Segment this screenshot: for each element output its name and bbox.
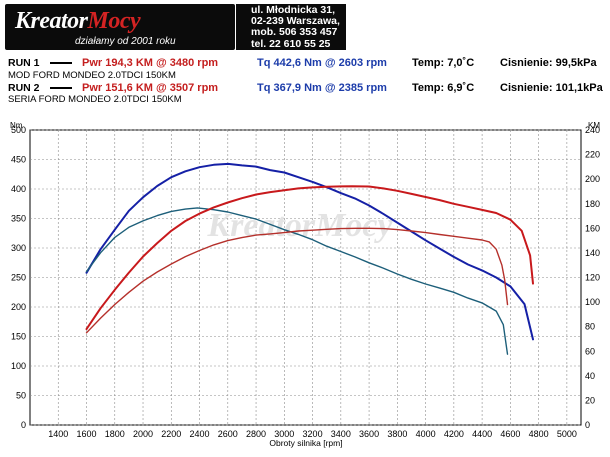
run1-line-sample bbox=[49, 62, 72, 65]
y-tick-label-left: 300 bbox=[11, 243, 26, 253]
x-tick-label: 4200 bbox=[444, 429, 464, 439]
run2-line-sample bbox=[49, 87, 72, 90]
x-tick-label: 3800 bbox=[387, 429, 407, 439]
logo-wordmark: KreatorMocy bbox=[15, 8, 141, 34]
x-tick-label: 2600 bbox=[218, 429, 238, 439]
x-tick-label: 1800 bbox=[105, 429, 125, 439]
y-tick-label-right: 100 bbox=[585, 297, 600, 307]
contact-line: 02-239 Warszawa, bbox=[251, 15, 340, 28]
x-tick-label: 3200 bbox=[303, 429, 323, 439]
chart-series bbox=[85, 162, 534, 355]
contact-line: tel. 22 610 55 25 bbox=[251, 37, 331, 50]
y-axis-label-right: KM bbox=[588, 121, 600, 130]
contact-block: ul. Młodnicka 31, 02-239 Warszawa, mob. … bbox=[236, 4, 346, 50]
x-tick-label: 2400 bbox=[190, 429, 210, 439]
x-tick-label: 3000 bbox=[274, 429, 294, 439]
logo-tagline: działamy od 2001 roku bbox=[75, 36, 176, 47]
x-tick-label: 2200 bbox=[161, 429, 181, 439]
y-tick-label-right: 140 bbox=[585, 248, 600, 258]
run1-label: RUN 1 bbox=[8, 57, 72, 69]
y-tick-label-left: 400 bbox=[11, 184, 26, 194]
run2-pressure: Cisnienie: 101,1kPa bbox=[500, 82, 603, 94]
x-tick-label: 1400 bbox=[48, 429, 68, 439]
y-tick-label-left: 100 bbox=[11, 361, 26, 371]
x-tick-label: 4600 bbox=[500, 429, 520, 439]
series-line-1 bbox=[85, 207, 509, 355]
y-tick-label-left: 350 bbox=[11, 214, 26, 224]
run2-torque: Tq 367,9 Nm @ 2385 rpm bbox=[257, 82, 387, 94]
y-tick-label-right: 180 bbox=[585, 199, 600, 209]
y-tick-label-right: 160 bbox=[585, 223, 600, 233]
run2-label: RUN 2 bbox=[8, 82, 72, 94]
logo: KreatorMocy działamy od 2001 roku bbox=[5, 4, 235, 50]
contact-line: mob. 506 353 457 bbox=[251, 26, 338, 39]
x-tick-label: 4800 bbox=[529, 429, 549, 439]
y-tick-label-left: 200 bbox=[11, 302, 26, 312]
chart-watermark: KreatorMocy bbox=[206, 207, 393, 244]
run1-power: Pwr 194,3 KM @ 3480 rpm bbox=[82, 57, 219, 69]
contact-line: ul. Młodnicka 31, bbox=[251, 4, 336, 16]
x-tick-label: 2800 bbox=[246, 429, 266, 439]
run2-power: Pwr 151,6 KM @ 3507 rpm bbox=[82, 82, 219, 94]
y-tick-label-left: 50 bbox=[16, 391, 26, 401]
run1-temp: Temp: 7,0˚C bbox=[412, 57, 475, 69]
y-tick-label-right: 0 bbox=[585, 420, 590, 430]
run1-pressure: Cisnienie: 99,5kPa bbox=[500, 57, 597, 69]
y-tick-label-right: 120 bbox=[585, 273, 600, 283]
y-tick-label-left: 500 bbox=[11, 125, 26, 135]
x-tick-label: 1600 bbox=[76, 429, 96, 439]
series-line-0 bbox=[85, 162, 534, 341]
chart-grid bbox=[29, 129, 582, 426]
y-tick-label-right: 20 bbox=[585, 395, 595, 405]
run1-description: MOD FORD MONDEO 2.0TDCI 150KM bbox=[8, 70, 176, 81]
y-tick-label-left: 250 bbox=[11, 273, 26, 283]
x-tick-label: 3400 bbox=[331, 429, 351, 439]
x-tick-label: 2000 bbox=[133, 429, 153, 439]
y-axis-label-left: Nm bbox=[10, 121, 23, 130]
x-tick-label: 4400 bbox=[472, 429, 492, 439]
chart-axes: 0501001502002503003504004505000204060801… bbox=[11, 125, 600, 439]
series-line-3 bbox=[85, 227, 509, 334]
y-tick-label-left: 0 bbox=[21, 420, 26, 430]
run2-temp: Temp: 6,9˚C bbox=[412, 82, 475, 94]
y-tick-label-right: 220 bbox=[585, 150, 600, 160]
y-tick-label-right: 60 bbox=[585, 346, 595, 356]
x-tick-label: 4000 bbox=[416, 429, 436, 439]
y-tick-label-right: 80 bbox=[585, 322, 595, 332]
y-tick-label-left: 450 bbox=[11, 155, 26, 165]
x-axis-label: Obroty silnika [rpm] bbox=[269, 438, 342, 448]
y-tick-label-right: 240 bbox=[585, 125, 600, 135]
y-tick-label-right: 200 bbox=[585, 174, 600, 184]
y-tick-label-left: 150 bbox=[11, 332, 26, 342]
series-line-2 bbox=[85, 185, 534, 331]
x-tick-label: 3600 bbox=[359, 429, 379, 439]
run1-torque: Tq 442,6 Nm @ 2603 rpm bbox=[257, 57, 387, 69]
y-tick-label-right: 40 bbox=[585, 371, 595, 381]
x-tick-label: 5000 bbox=[557, 429, 577, 439]
run2-description: SERIA FORD MONDEO 2.0TDCI 150KM bbox=[8, 94, 182, 105]
